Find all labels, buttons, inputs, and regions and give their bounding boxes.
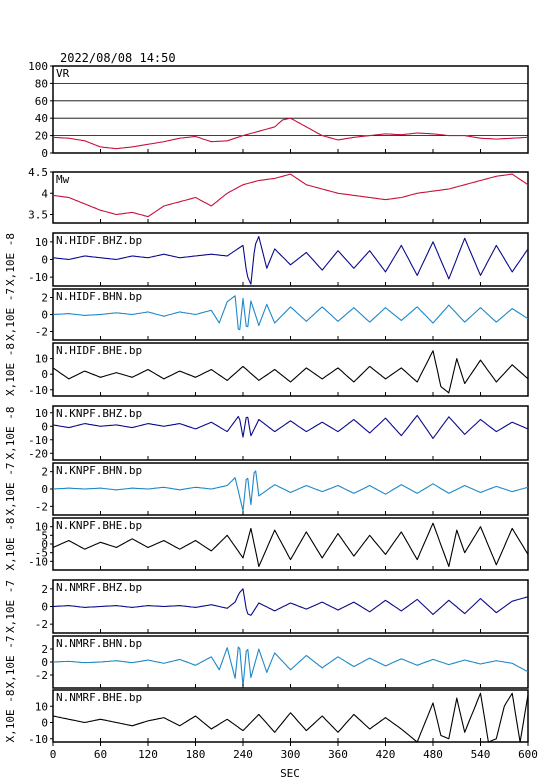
y-tick-label: 0 [41, 538, 48, 551]
x-tick-label: 300 [281, 748, 301, 761]
series-trace [52, 414, 529, 439]
series-trace [52, 117, 529, 150]
y-tick-label: 0 [41, 656, 48, 669]
x-tick-label: 0 [50, 748, 57, 761]
panel-9: -202 N.NMRF.BHN.bp X,10E -7 [4, 635, 529, 689]
x-tick-label: 60 [94, 748, 107, 761]
x-axis-title: SEC [280, 767, 300, 780]
series-trace [52, 692, 529, 743]
series-trace [52, 350, 529, 394]
y-tick-label: 10 [35, 353, 48, 366]
y-tick-label: 2 [41, 466, 48, 479]
panel-label: N.HIDF.BHN.bp [56, 290, 142, 303]
series-trace [52, 173, 529, 218]
panel-label: N.HIDF.BHZ.bp [56, 234, 142, 247]
y-tick-label: 0 [41, 147, 48, 160]
y-tick-label: 10 [35, 700, 48, 713]
y-tick-label: 20 [35, 130, 48, 143]
panel-0: 0 20 40 60 80 100 VR [28, 60, 529, 160]
series-trace [52, 646, 529, 688]
panel-2: -10 0 10 N.HIDF.BHZ.bp X,10E -8 [4, 232, 529, 287]
y-axis-unit-label: X,10E -7 [4, 463, 17, 516]
y-tick-label: -2 [35, 326, 48, 339]
y-tick-label: -10 [28, 434, 48, 447]
y-tick-label: 0 [41, 717, 48, 730]
y-tick-label: 2 [41, 292, 48, 305]
x-tick-label: 420 [376, 748, 396, 761]
y-tick-label: 4.5 [28, 166, 48, 179]
y-tick-label: 0 [41, 254, 48, 267]
y-tick-label: -10 [28, 271, 48, 284]
y-tick-label: 80 [35, 77, 48, 90]
series-trace [52, 295, 529, 331]
panel-8: -2 0 2 N.NMRF.BHZ.bp X,10E -7 [4, 579, 529, 634]
y-tick-label: 0 [41, 483, 48, 496]
panel-6: -2 0 2 N.KNPF.BHN.bp X,10E -7 [4, 462, 529, 516]
panel-label: N.KNPF.BHZ.bp [56, 407, 142, 420]
y-tick-label: 0 [41, 309, 48, 322]
panel-frame [52, 171, 529, 224]
panel-label: Mw [56, 173, 70, 186]
x-axis: 0 60 120 180 240 300 360 420 480 540 600 [50, 742, 538, 761]
panel-label: N.NMRF.BHE.bp [56, 691, 142, 704]
y-axis-unit-label: X,10E -8 [4, 518, 17, 571]
y-tick-label: -10 [28, 733, 48, 746]
panel-label: N.NMRF.BHN.bp [56, 637, 142, 650]
panel-label: N.KNPF.BHN.bp [56, 464, 142, 477]
y-tick-label: 10 [35, 521, 48, 534]
panel-frame [52, 65, 529, 154]
y-tick-label: 60 [35, 95, 48, 108]
y-axis-unit-label: X,10E -8 [4, 690, 17, 743]
panel-label: VR [56, 67, 70, 80]
y-tick-label: 0 [41, 601, 48, 614]
x-tick-label: 540 [471, 748, 491, 761]
series-trace [52, 470, 529, 512]
y-tick-label: -5 [35, 547, 48, 560]
y-tick-label: 100 [28, 60, 48, 73]
x-tick-label: 360 [328, 748, 348, 761]
panel-label: N.NMRF.BHZ.bp [56, 581, 142, 594]
x-tick-label: 120 [138, 748, 158, 761]
x-tick-label: 180 [186, 748, 206, 761]
y-tick-label: 5 [41, 529, 48, 542]
x-tick-label: 480 [423, 748, 443, 761]
panel-label: N.KNPF.BHE.bp [56, 519, 142, 532]
panel-10: -10 0 10 N.NMRF.BHE.bp X,10E -8 [4, 689, 529, 746]
y-tick-label: 2 [41, 643, 48, 656]
y-tick-label: 10 [35, 407, 48, 420]
series-trace [52, 522, 529, 568]
y-tick-label: -10 [28, 384, 48, 397]
series-trace [52, 588, 529, 616]
y-tick-label: 10 [35, 236, 48, 249]
y-tick-label: 4 [41, 187, 48, 200]
y-axis-unit-label: X,10E -8 [4, 343, 17, 396]
series-trace [52, 235, 529, 285]
panel-label: N.HIDF.BHE.bp [56, 344, 142, 357]
y-tick-label: -2 [35, 618, 48, 631]
panel-1: 3.5 4 4.5 Mw [28, 166, 529, 224]
y-tick-label: -2 [35, 669, 48, 682]
y-tick-label: 0 [41, 420, 48, 433]
y-tick-label: 2 [41, 583, 48, 596]
panel-3: -2 0 2 N.HIDF.BHN.bp X,10E -7 [4, 288, 529, 341]
y-tick-label: -10 [28, 555, 48, 568]
y-axis-unit-label: X,10E -7 [4, 580, 17, 633]
y-tick-label: -2 [35, 500, 48, 513]
y-axis-unit-label: X,10E -8 [4, 233, 17, 286]
y-tick-label: 3.5 [28, 209, 48, 222]
y-axis-unit-label: X,10E -7 [4, 288, 17, 341]
y-tick-label: 40 [35, 112, 48, 125]
panel-4: -10 0 10 N.HIDF.BHE.bp X,10E -8 [4, 342, 529, 397]
y-axis-unit-label: X,10E -7 [4, 636, 17, 689]
y-axis-unit-label: X,10E -8 [4, 407, 17, 460]
timestamp-label: 2022/08/08 14:50 [60, 51, 176, 65]
y-tick-label: 0 [41, 368, 48, 381]
y-tick-label: -20 [28, 447, 48, 460]
x-tick-label: 600 [518, 748, 538, 761]
x-tick-label: 240 [233, 748, 253, 761]
